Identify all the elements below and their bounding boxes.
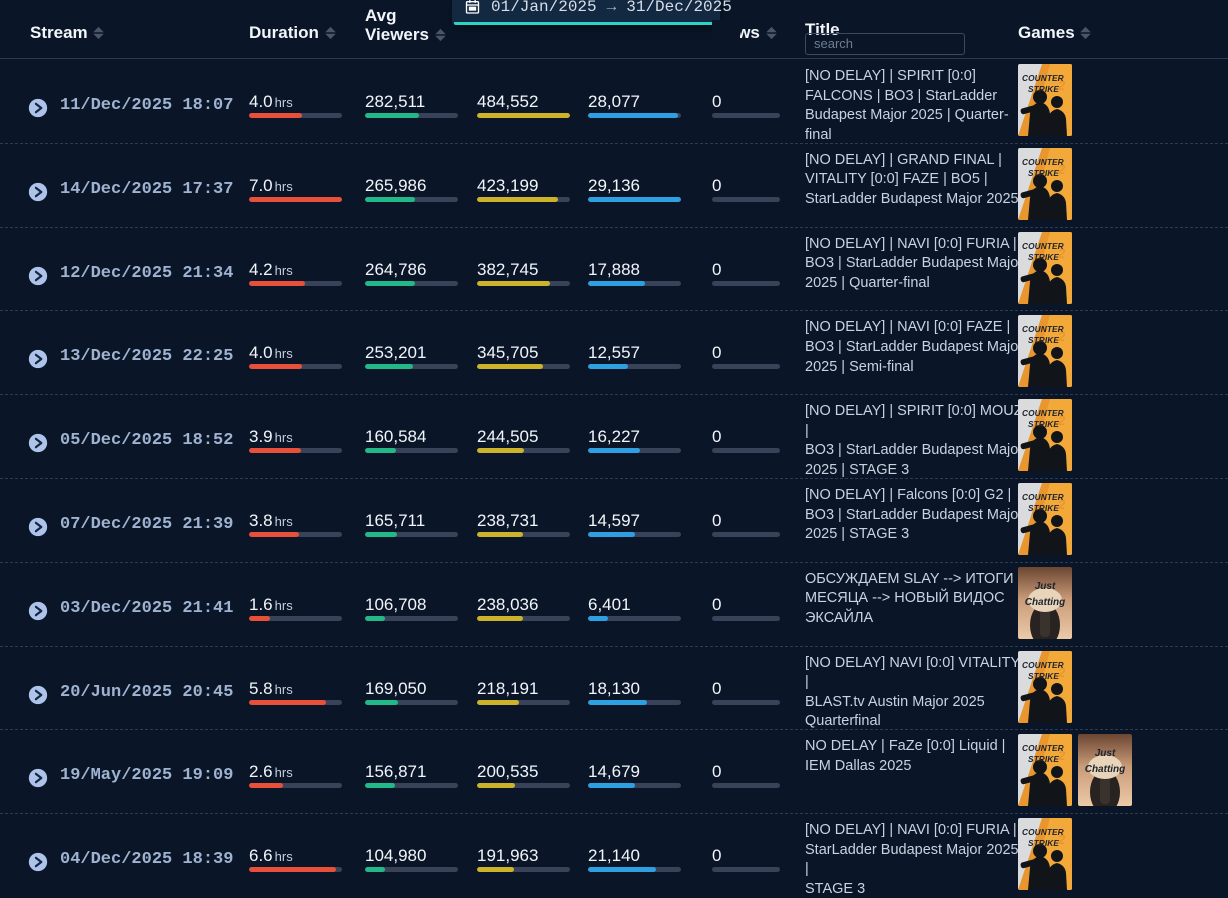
svg-text:2: 2 (1057, 832, 1066, 847)
svg-text:2: 2 (1057, 329, 1066, 344)
svg-text:2: 2 (1057, 748, 1066, 763)
svg-text:Chatting: Chatting (1025, 597, 1066, 608)
svg-text:Just: Just (1095, 748, 1116, 759)
svg-text:STRIKE: STRIKE (1028, 419, 1059, 429)
svg-text:2: 2 (1057, 78, 1066, 93)
svg-text:2: 2 (1057, 246, 1066, 261)
svg-text:2: 2 (1057, 162, 1066, 177)
svg-text:Just: Just (1035, 581, 1056, 592)
svg-text:2: 2 (1057, 497, 1066, 512)
svg-text:STRIKE: STRIKE (1028, 168, 1059, 178)
svg-text:STRIKE: STRIKE (1028, 252, 1059, 262)
svg-text:STRIKE: STRIKE (1028, 671, 1059, 681)
svg-text:STRIKE: STRIKE (1028, 335, 1059, 345)
svg-text:STRIKE: STRIKE (1028, 84, 1059, 94)
svg-text:STRIKE: STRIKE (1028, 838, 1059, 848)
svg-text:Chatting: Chatting (1085, 764, 1126, 775)
svg-text:2: 2 (1057, 665, 1066, 680)
svg-text:2: 2 (1057, 413, 1066, 428)
svg-text:STRIKE: STRIKE (1028, 503, 1059, 513)
svg-text:STRIKE: STRIKE (1028, 754, 1059, 764)
